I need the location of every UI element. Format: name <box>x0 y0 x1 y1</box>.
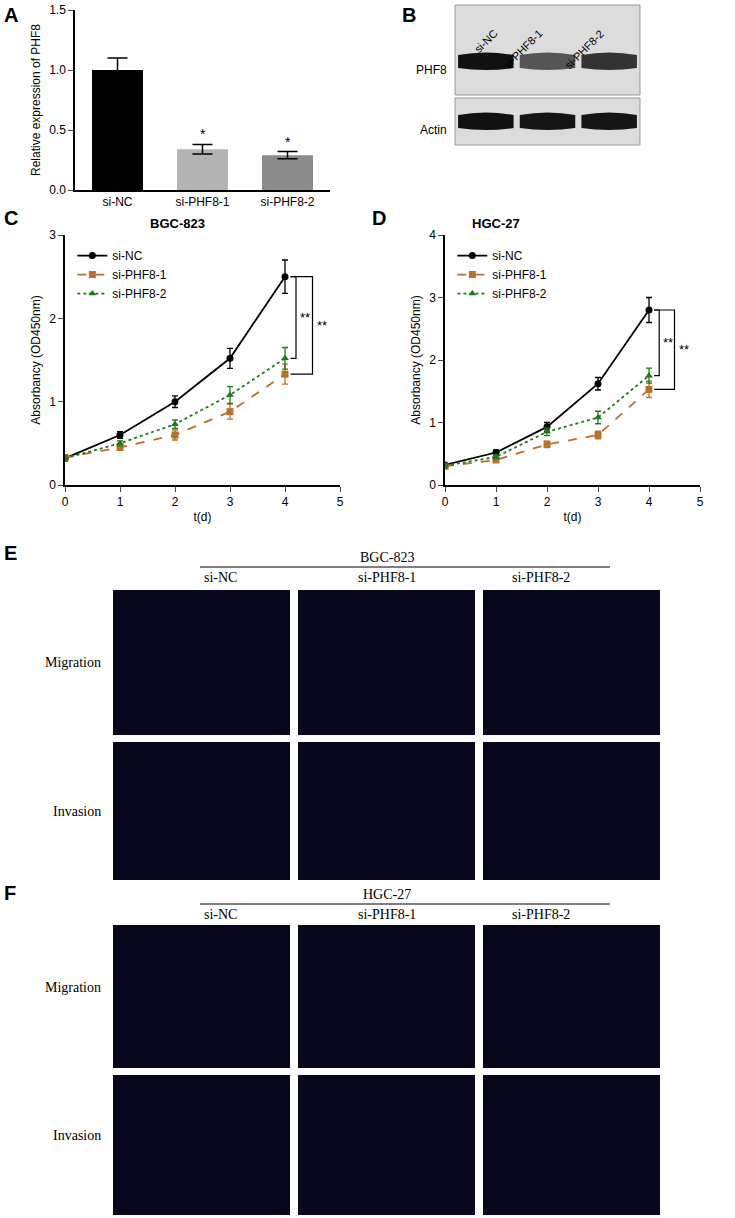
svg-text:0.5: 0.5 <box>49 123 66 137</box>
svg-text:si-PHF8-2: si-PHF8-2 <box>512 907 570 922</box>
svg-text:si-NC: si-NC <box>103 195 133 209</box>
svg-text:si-PHF8-1: si-PHF8-1 <box>358 907 416 922</box>
svg-text:3: 3 <box>595 495 602 509</box>
svg-text:5: 5 <box>697 495 704 509</box>
svg-text:**: ** <box>679 342 689 357</box>
svg-text:Absorbancy (OD450nm): Absorbancy (OD450nm) <box>409 295 423 424</box>
svg-text:**: ** <box>663 335 673 350</box>
svg-text:0.0: 0.0 <box>49 183 66 197</box>
svg-text:1: 1 <box>49 395 56 409</box>
svg-text:si-NC: si-NC <box>492 249 522 263</box>
svg-text:E: E <box>4 542 17 564</box>
svg-text:Relative expression of PHF8: Relative expression of PHF8 <box>29 24 43 176</box>
svg-text:**: ** <box>317 318 327 333</box>
svg-text:si-PHF8-2: si-PHF8-2 <box>260 195 314 209</box>
svg-text:A: A <box>4 4 18 26</box>
svg-text:t(d): t(d) <box>564 510 582 524</box>
svg-text:1.0: 1.0 <box>49 63 66 77</box>
svg-text:3: 3 <box>429 291 436 305</box>
svg-text:2: 2 <box>49 312 56 326</box>
svg-text:si-PHF8-2: si-PHF8-2 <box>112 287 166 301</box>
svg-text:si-NC: si-NC <box>204 907 237 922</box>
svg-text:2: 2 <box>544 495 551 509</box>
svg-text:0: 0 <box>429 478 436 492</box>
svg-text:BGC-823: BGC-823 <box>150 216 205 231</box>
svg-text:0: 0 <box>62 495 69 509</box>
svg-text:0: 0 <box>49 478 56 492</box>
svg-text:4: 4 <box>429 228 436 242</box>
svg-text:Actin: Actin <box>420 123 447 137</box>
svg-text:si-PHF8-1: si-PHF8-1 <box>175 195 229 209</box>
svg-text:si-PHF8-2: si-PHF8-2 <box>492 287 546 301</box>
svg-text:si-PHF8-1: si-PHF8-1 <box>112 268 166 282</box>
svg-text:3: 3 <box>49 228 56 242</box>
svg-text:2: 2 <box>172 495 179 509</box>
svg-text:*: * <box>200 126 206 142</box>
svg-text:3: 3 <box>227 495 234 509</box>
svg-text:0: 0 <box>442 495 449 509</box>
svg-text:5: 5 <box>337 495 344 509</box>
svg-text:F: F <box>4 882 16 904</box>
svg-text:B: B <box>402 4 416 26</box>
svg-text:Invasion: Invasion <box>53 804 101 819</box>
svg-text:BGC-823: BGC-823 <box>360 550 414 565</box>
svg-text:Absorbancy (OD450nm): Absorbancy (OD450nm) <box>29 295 43 424</box>
svg-text:Invasion: Invasion <box>53 1128 101 1143</box>
svg-text:4: 4 <box>282 495 289 509</box>
svg-text:1: 1 <box>493 495 500 509</box>
svg-text:1: 1 <box>117 495 124 509</box>
svg-text:si-PHF8-2: si-PHF8-2 <box>562 28 605 71</box>
svg-text:1.5: 1.5 <box>49 3 66 17</box>
svg-text:si-PHF8-1: si-PHF8-1 <box>501 27 544 70</box>
svg-text:si-NC: si-NC <box>204 570 237 585</box>
svg-text:Migration: Migration <box>45 980 101 995</box>
svg-text:si-PHF8-1: si-PHF8-1 <box>492 268 546 282</box>
svg-text:si-NC: si-NC <box>112 249 142 263</box>
svg-text:C: C <box>4 207 18 229</box>
svg-text:2: 2 <box>429 353 436 367</box>
svg-text:si-NC: si-NC <box>472 27 500 55</box>
svg-text:4: 4 <box>646 495 653 509</box>
svg-text:1: 1 <box>429 416 436 430</box>
svg-text:PHF8: PHF8 <box>416 63 447 77</box>
svg-text:HGC-27: HGC-27 <box>472 216 520 231</box>
svg-text:si-PHF8-2: si-PHF8-2 <box>512 570 570 585</box>
svg-text:D: D <box>372 207 386 229</box>
svg-text:HGC-27: HGC-27 <box>363 887 411 902</box>
svg-text:Migration: Migration <box>45 655 101 670</box>
svg-text:*: * <box>285 134 291 150</box>
svg-text:**: ** <box>300 310 310 325</box>
svg-text:t(d): t(d) <box>194 510 212 524</box>
svg-text:si-PHF8-1: si-PHF8-1 <box>358 570 416 585</box>
